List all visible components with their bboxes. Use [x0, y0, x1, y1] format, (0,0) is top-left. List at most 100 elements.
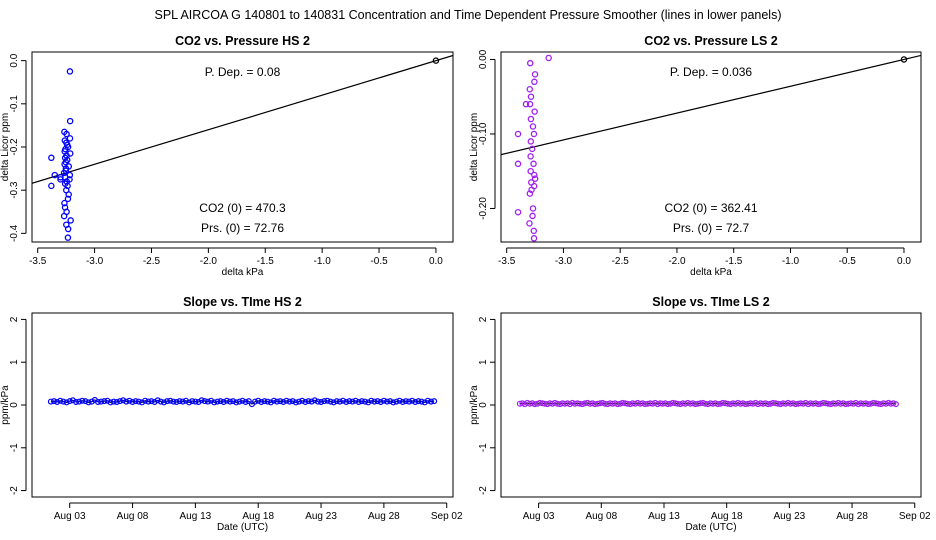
y-tick-label: 2: [9, 316, 20, 322]
data-point: [333, 398, 340, 405]
p-dep-annotation: P. Dep. = 0.08: [205, 65, 281, 79]
plot-frame: [500, 312, 922, 498]
x-tick-label: -3.5: [498, 256, 516, 267]
x-tick-label: 0.0: [897, 256, 911, 267]
x-tick-label: -1.5: [725, 256, 743, 267]
x-tick-label: Aug 28: [836, 511, 868, 522]
data-point: [145, 398, 152, 405]
data-point: [526, 220, 533, 227]
data-point: [135, 398, 142, 405]
data-point: [892, 401, 899, 408]
data-point: [409, 397, 416, 404]
data-point: [514, 160, 522, 168]
data-point: [50, 398, 57, 405]
data-point: [123, 398, 130, 405]
fit-line: [32, 54, 453, 184]
data-point: [107, 399, 114, 406]
plot-frame: [31, 312, 454, 498]
data-point: [528, 145, 536, 153]
origin-point: [900, 56, 908, 63]
x-axis: -3.5 -3.0 -2.5 -2.0 -1.5 -1.0 -0.5 0.0: [29, 247, 443, 267]
data-point: [154, 397, 161, 404]
data-point: [531, 71, 539, 78]
data-point: [274, 398, 281, 405]
x-tick-label: -2.5: [143, 256, 161, 267]
y-tick-label: 1: [478, 359, 489, 365]
data-point: [368, 397, 375, 404]
data-point: [54, 399, 61, 406]
data-point: [64, 195, 72, 203]
data-point: [346, 398, 353, 405]
x-tick-label: Aug 28: [368, 511, 400, 522]
data-point: [289, 398, 296, 405]
data-point: [324, 397, 331, 404]
data-point: [116, 398, 123, 405]
data-point: [286, 398, 293, 405]
data-point: [82, 398, 89, 405]
data-point: [67, 217, 74, 224]
data-point: [60, 398, 67, 405]
panel-title: Slope vs. TIme LS 2: [652, 295, 769, 309]
data-point: [384, 398, 391, 405]
co2-zero-annotation: CO2 (0) = 470.3: [199, 201, 286, 215]
data-point: [164, 398, 171, 405]
data-point: [173, 399, 180, 406]
data-point: [514, 208, 522, 216]
plot-frame: [31, 51, 454, 243]
x-tick-label: Aug 13: [648, 511, 680, 522]
data-point: [311, 397, 318, 404]
data-point: [530, 160, 537, 168]
data-point: [283, 397, 290, 404]
data-point: [415, 398, 422, 405]
x-tick-label: Sep 02: [431, 511, 463, 522]
x-tick-label: Aug 23: [774, 511, 806, 522]
data-point: [380, 397, 387, 404]
y-tick-label: -0.4: [9, 224, 20, 242]
data-point: [223, 397, 230, 404]
y-tick-label: -0.3: [9, 181, 20, 199]
data-point: [65, 191, 72, 198]
data-point: [76, 398, 83, 405]
x-tick-label: -3.5: [29, 256, 47, 267]
data-point: [63, 399, 70, 406]
data-point: [280, 399, 287, 406]
y-axis-label: ppm/kPa: [469, 385, 480, 425]
fit-line: [501, 54, 921, 156]
data-point: [98, 398, 105, 405]
data-point: [314, 398, 321, 405]
y-tick-label: 0.00: [478, 49, 489, 69]
data-point: [51, 171, 59, 179]
plot-frame: [500, 51, 922, 243]
data-point: [198, 397, 205, 404]
data-points: [47, 396, 438, 408]
data-point: [308, 398, 315, 405]
data-point: [396, 397, 403, 404]
data-point: [318, 399, 325, 406]
data-point: [132, 398, 139, 405]
x-tick-label: -2.0: [668, 256, 686, 267]
x-tick-label: -0.5: [839, 256, 857, 267]
y-axis: 0.00 -0.10 -0.20: [478, 49, 496, 220]
p-dep-annotation: P. Dep. = 0.036: [670, 65, 753, 79]
panel-co2-pressure-ls: CO2 vs. Pressure LS 2 -3.5 -3.0 -2.5 -2.0 -1.…: [469, 34, 922, 278]
x-tick-label: Aug 08: [117, 511, 149, 522]
data-points: [514, 54, 908, 242]
data-point: [113, 399, 120, 406]
data-point: [261, 398, 268, 405]
data-point: [61, 199, 68, 207]
data-point: [530, 235, 538, 242]
data-point: [349, 398, 356, 405]
data-point: [358, 398, 365, 405]
data-point: [526, 100, 534, 108]
y-tick-label: -0.20: [478, 197, 489, 220]
data-point: [148, 398, 155, 405]
x-axis-label: delta kPa: [690, 267, 732, 278]
data-point: [170, 398, 177, 405]
data-point: [220, 399, 227, 406]
x-tick-label: Aug 08: [585, 511, 617, 522]
data-point: [527, 153, 534, 160]
y-tick-label: -2: [9, 486, 20, 495]
data-point: [402, 398, 409, 405]
